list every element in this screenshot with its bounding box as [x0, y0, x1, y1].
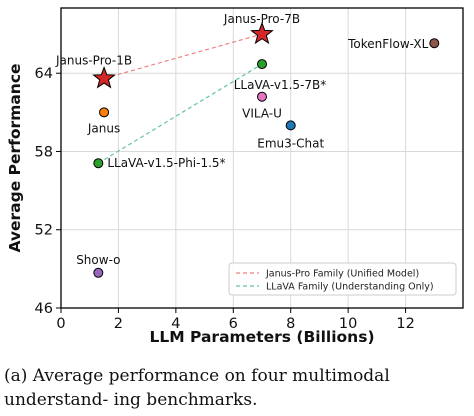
x-tick-label: 0 — [56, 316, 65, 332]
y-tick-label: 64 — [35, 66, 53, 82]
legend-entry: Janus-Pro Family (Unified Model) — [265, 269, 419, 280]
point-janus-pro-1b-star-marker — [92, 65, 116, 89]
x-tick-label: 2 — [114, 316, 123, 332]
legend-entry: LLaVA Family (Understanding Only) — [266, 282, 434, 293]
legend: Janus-Pro Family (Unified Model) LLaVA Fa… — [228, 262, 457, 296]
x-tick-label: 6 — [229, 316, 238, 332]
series-line-llava-family-understanding-only — [98, 63, 263, 164]
y-axis-label: Average Performance — [6, 63, 24, 252]
gridlines — [60, 8, 463, 309]
point-llava-v1-5-phi-1-5 — [93, 158, 104, 169]
x-tick-label: 4 — [171, 316, 180, 332]
label-janus: Janus — [87, 121, 120, 135]
y-tick-label: 46 — [35, 301, 53, 317]
point-tokenflow-xl — [429, 38, 440, 49]
label-llava-v1-5-phi-1-5: LLaVA-v1.5-Phi-1.5* — [107, 156, 225, 170]
label-tokenflow-xl: TokenFlow-XL — [347, 37, 428, 51]
x-axis-label: LLM Parameters (Billions) — [149, 328, 374, 346]
series-lines — [98, 33, 263, 164]
y-tick-label: 58 — [35, 144, 53, 160]
point-janus — [99, 107, 110, 118]
legend-box — [228, 262, 457, 296]
data-points — [92, 21, 440, 278]
label-emu3-chat: Emu3-Chat — [257, 136, 324, 150]
point-janus-pro-7b-star-marker — [250, 21, 274, 45]
label-janus-pro-7b: Janus-Pro-7B — [223, 12, 300, 26]
label-vila-u: VILA-U — [242, 107, 282, 121]
figure-caption: (a) Average performance on four multimod… — [4, 366, 390, 410]
series-line-janus-pro-family-unified-model — [103, 33, 263, 80]
point-labels: Janus-Pro-7B Janus-Pro-1B TokenFlow-XL LLaV… — [55, 12, 429, 267]
label-janus-pro-1b: Janus-Pro-1B — [55, 53, 132, 67]
x-tick-label: 10 — [339, 316, 357, 332]
y-tick-label: 52 — [35, 223, 53, 239]
point-llava-v1-5-7b — [257, 59, 267, 70]
x-tick-label: 12 — [396, 316, 414, 332]
point-show-o — [93, 267, 104, 278]
label-show-o: Show-o — [76, 253, 120, 267]
point-vila-u — [257, 91, 267, 102]
plot-frame — [60, 7, 464, 309]
label-llava-v1-5-7b: LLaVA-v1.5-7B* — [234, 78, 327, 92]
x-tick-label: 8 — [286, 316, 295, 332]
point-emu3-chat — [285, 120, 296, 131]
